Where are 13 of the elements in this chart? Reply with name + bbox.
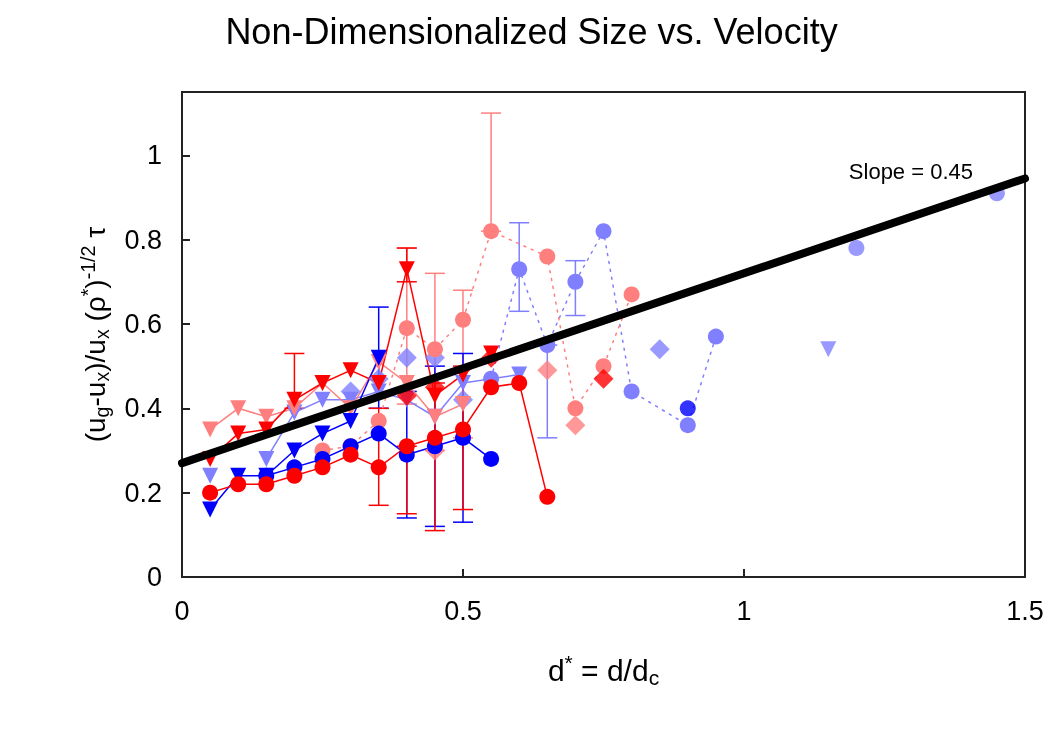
y-tick-label: 1 bbox=[146, 140, 162, 171]
x-tick-label: 1 bbox=[736, 595, 752, 626]
x-tick-label: 0 bbox=[174, 595, 190, 626]
y-tick-label: 0.4 bbox=[124, 393, 162, 424]
chart-title: Non-Dimensionalized Size vs. Velocity bbox=[225, 10, 838, 52]
y-tick-label: 0.6 bbox=[124, 308, 162, 339]
x-tick-label: 1.5 bbox=[1006, 595, 1044, 626]
y-tick-label: 0.2 bbox=[124, 477, 162, 508]
annotation: Slope = 0.45 bbox=[848, 158, 974, 184]
x-tick-label: 0.5 bbox=[444, 595, 482, 626]
y-tick-label: 0.8 bbox=[124, 224, 162, 255]
text: (ug-ux)/ux (ρ*)-1/2 τ bbox=[77, 226, 113, 443]
y-tick-label: 0 bbox=[146, 562, 162, 592]
